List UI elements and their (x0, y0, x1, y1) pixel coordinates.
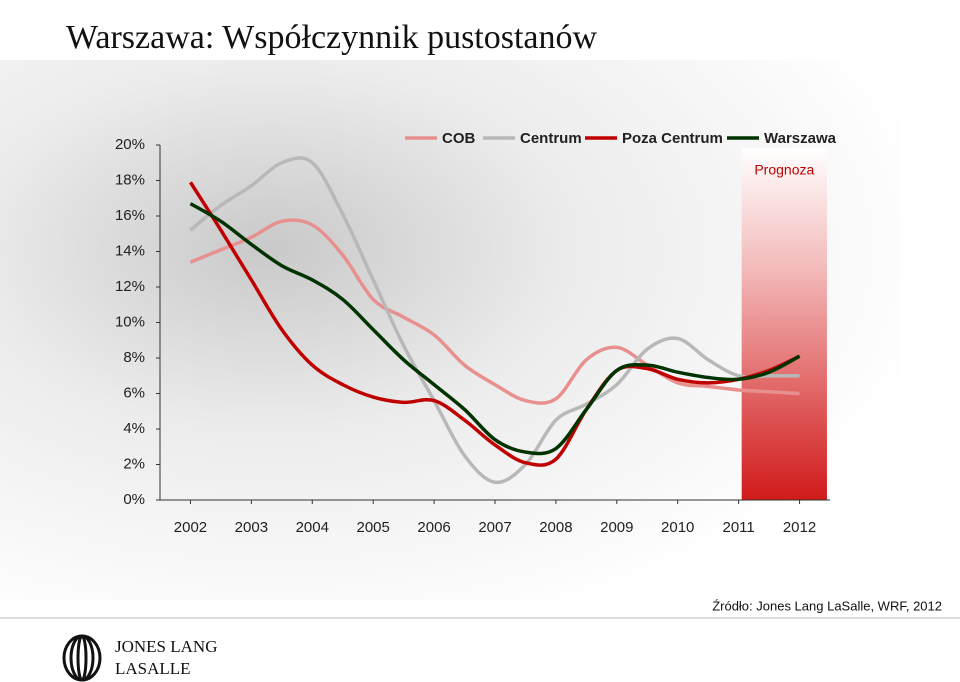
y-tick-label: 8% (123, 349, 145, 366)
series-line (189, 218, 800, 405)
y-tick-label: 6% (123, 384, 145, 401)
y-tick-label: 4% (123, 420, 145, 437)
series-line (189, 202, 801, 456)
x-tick-label: 2012 (783, 519, 816, 536)
logo: JONES LANG LASALLE (62, 634, 217, 682)
y-tick-label: 12% (115, 278, 145, 295)
series-line (189, 156, 800, 485)
x-tick-label: 2010 (661, 519, 694, 536)
title: Warszawa: Współczynnik pustostanów (66, 19, 598, 56)
y-tick-label: 2% (123, 455, 145, 472)
logo-text: LASALLE (115, 659, 191, 678)
forecast-band (741, 148, 827, 500)
forecast-label: Prognoza (754, 162, 814, 178)
y-tick-label: 18% (115, 171, 145, 188)
x-tick-label: 2005 (356, 519, 389, 536)
x-tick-label: 2004 (296, 519, 329, 536)
x-tick-label: 2003 (235, 519, 268, 536)
x-tick-label: 2007 (478, 519, 511, 536)
logo-emblem (76, 634, 88, 682)
x-tick-label: 2002 (174, 519, 207, 536)
y-tick-label: 16% (115, 207, 145, 224)
legend-label: Poza Centrum (622, 130, 723, 147)
logo-text: JONES LANG (115, 637, 217, 656)
source: Źródło: Jones Lang LaSalle, WRF, 2012 (712, 598, 942, 613)
x-tick-label: 2008 (539, 519, 572, 536)
y-tick-label: 0% (123, 491, 145, 508)
y-tick-label: 14% (115, 242, 145, 259)
y-tick-label: 10% (115, 313, 145, 330)
legend-label: COB (442, 130, 476, 147)
x-tick-label: 2006 (417, 519, 450, 536)
x-tick-label: 2009 (600, 519, 633, 536)
x-tick-label: 2011 (723, 519, 755, 536)
legend-label: Centrum (520, 130, 582, 147)
series-line (188, 181, 801, 467)
legend-label: Warszawa (764, 130, 837, 147)
y-tick-label: 20% (115, 136, 145, 153)
